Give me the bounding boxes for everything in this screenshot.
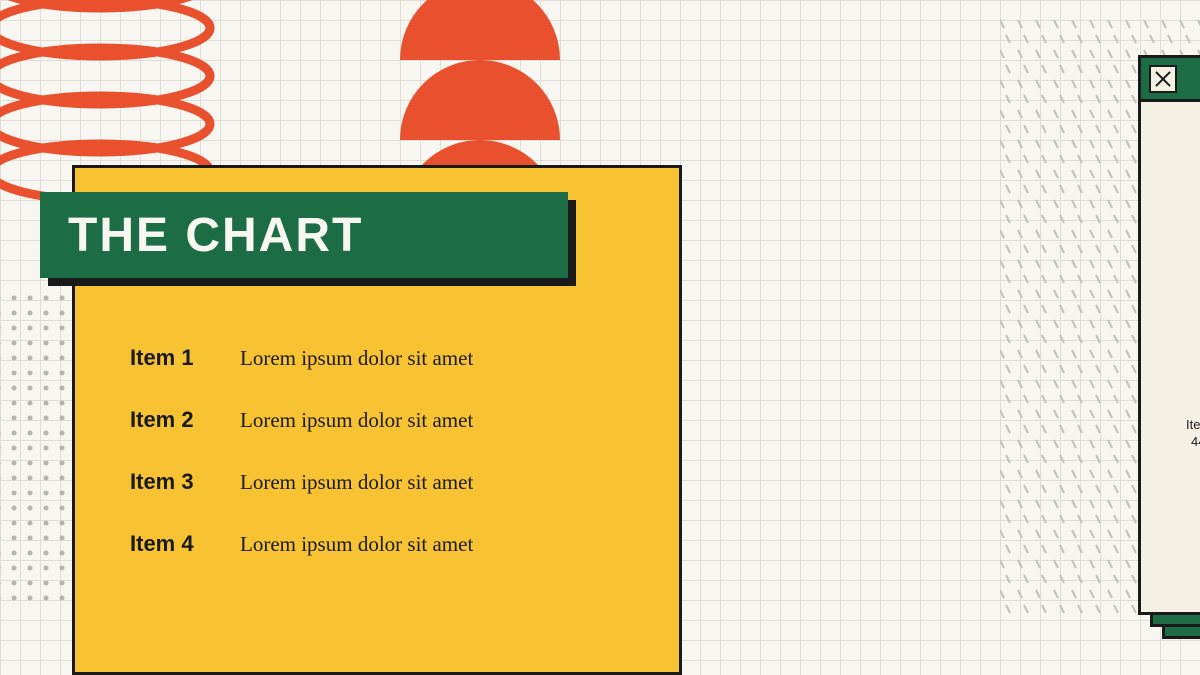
items-list: Item 1 Lorem ipsum dolor sit amet Item 2… [130,345,473,593]
list-item: Item 1 Lorem ipsum dolor sit amet [130,345,473,371]
item-desc: Lorem ipsum dolor sit amet [240,470,473,495]
close-icon[interactable] [1149,65,1177,93]
chart-window: Item 120%Item 224%Item 344%Item 412% [1138,55,1200,615]
window-header [1141,58,1200,102]
item-desc: Lorem ipsum dolor sit amet [240,532,473,557]
list-item: Item 3 Lorem ipsum dolor sit amet [130,469,473,495]
list-item: Item 4 Lorem ipsum dolor sit amet [130,531,473,557]
pie-slice-label: Item 344% [1186,417,1200,451]
item-desc: Lorem ipsum dolor sit amet [240,408,473,433]
item-desc: Lorem ipsum dolor sit amet [240,346,473,371]
item-label: Item 1 [130,345,240,371]
pie-chart [1141,102,1200,618]
list-item: Item 2 Lorem ipsum dolor sit amet [130,407,473,433]
page-title: THE CHART [68,208,363,263]
item-label: Item 2 [130,407,240,433]
item-label: Item 3 [130,469,240,495]
item-label: Item 4 [130,531,240,557]
title-banner: THE CHART [40,192,568,278]
pie-chart-area: Item 120%Item 224%Item 344%Item 412% [1141,102,1200,612]
